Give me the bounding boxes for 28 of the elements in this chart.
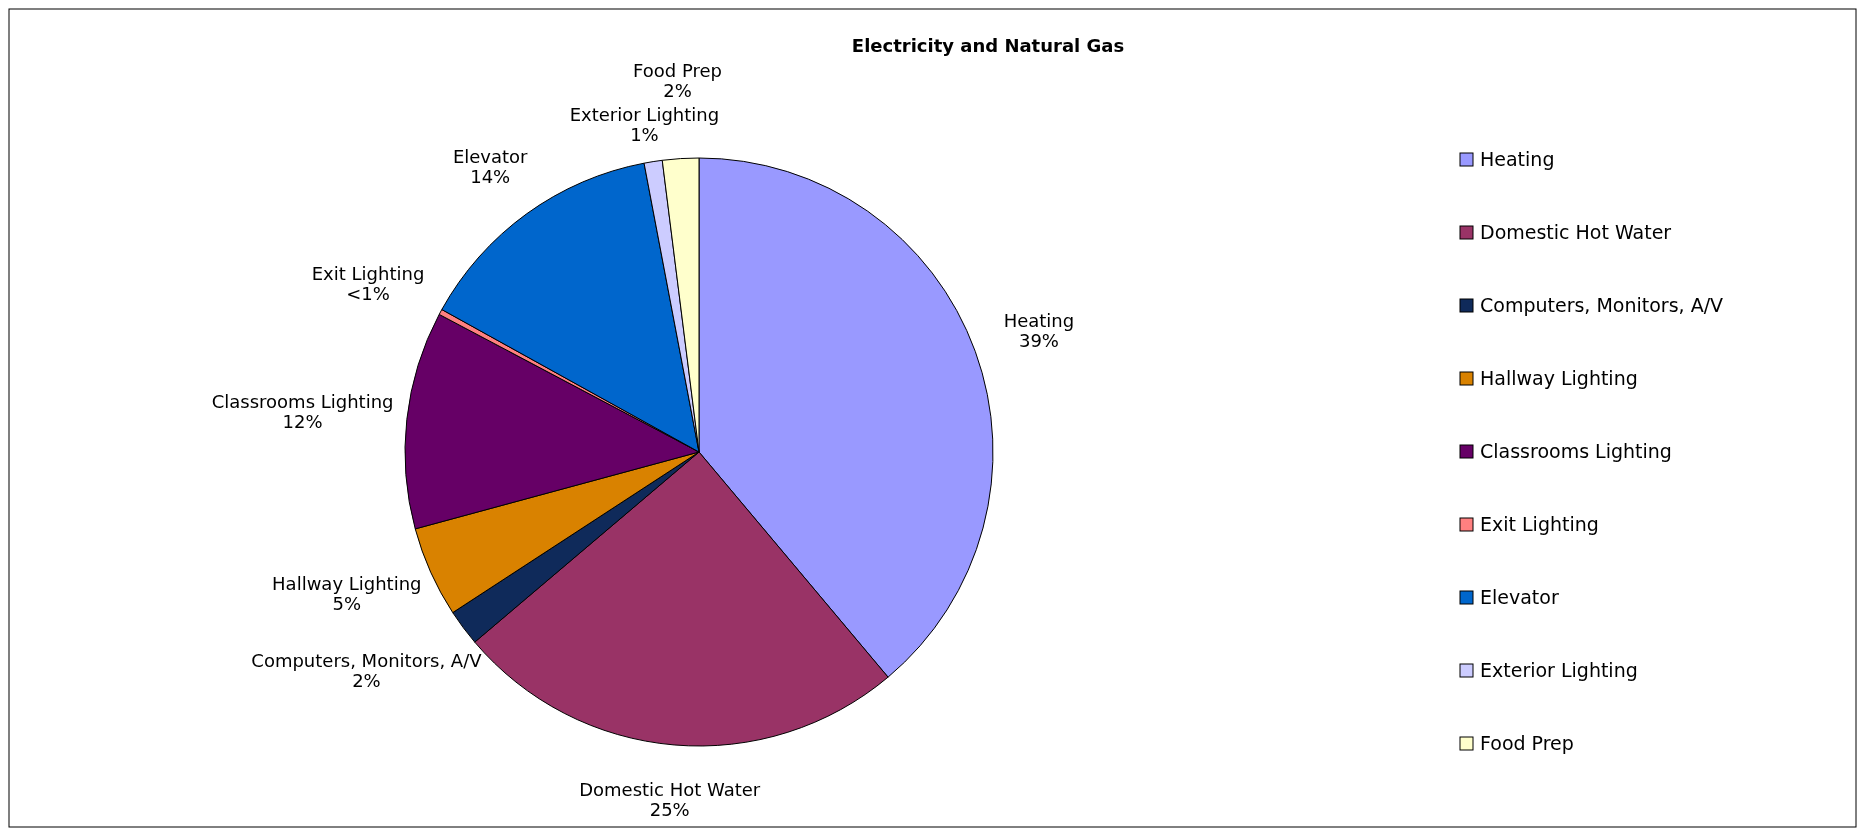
legend-label: Heating — [1480, 148, 1555, 170]
slice-label: Computers, Monitors, A/V — [251, 649, 483, 671]
slice-label: Classrooms Lighting — [211, 391, 394, 413]
data-label: 25% — [649, 798, 690, 820]
chart-title: Electricity and Natural Gas — [851, 35, 1125, 56]
legend-label: Classrooms Lighting — [1480, 440, 1672, 462]
legend-label: Exterior Lighting — [1480, 659, 1638, 681]
slice-label: Elevator — [452, 146, 529, 168]
slice-label: Domestic Hot Water — [579, 778, 761, 800]
legend-label: Food Prep — [1480, 732, 1574, 754]
data-label: 14% — [470, 166, 511, 188]
legend-label: Exit Lighting — [1480, 513, 1599, 535]
slice-label: Exit Lighting — [311, 263, 425, 285]
legend-label: Computers, Monitors, A/V — [1480, 294, 1724, 316]
legend-label: Hallway Lighting — [1480, 367, 1638, 389]
slice-label: Food Prep — [633, 60, 722, 82]
data-label: 2% — [352, 669, 381, 691]
data-label: 39% — [1018, 330, 1059, 352]
slice-label: Exterior Lighting — [569, 104, 720, 126]
data-label: 2% — [663, 80, 692, 102]
slice-label: Heating — [1003, 310, 1075, 332]
data-label: 12% — [282, 411, 323, 433]
legend-label: Domestic Hot Water — [1480, 221, 1672, 243]
slice-label: Hallway Lighting — [272, 573, 422, 595]
data-label: <1% — [346, 283, 390, 305]
data-label: 1% — [630, 124, 659, 146]
data-label: 5% — [332, 593, 362, 615]
legend-label: Elevator — [1480, 586, 1559, 608]
